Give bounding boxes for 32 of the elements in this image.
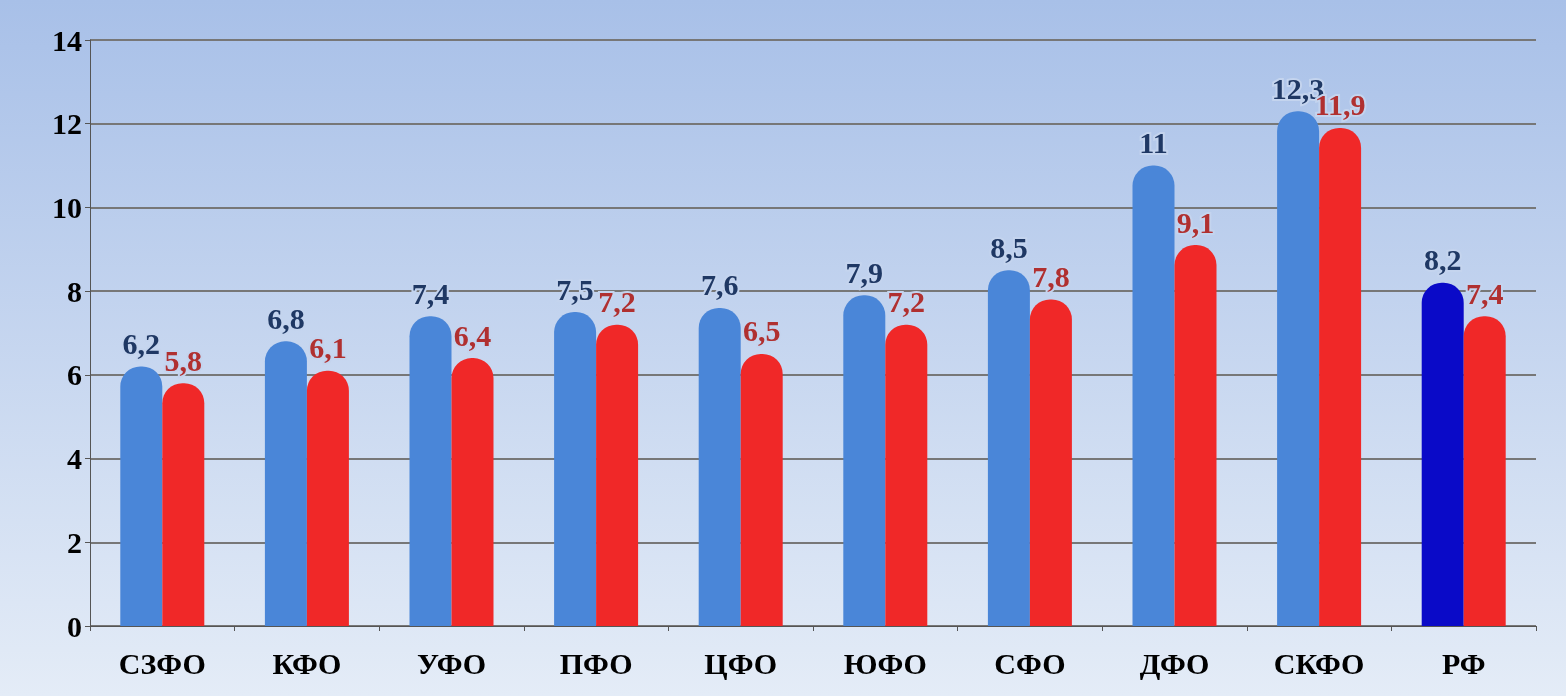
data-label: 8,5 bbox=[990, 230, 1028, 264]
data-label: 7,2 bbox=[887, 285, 926, 319]
y-tick-label: 10 bbox=[52, 190, 82, 224]
y-tick-label: 14 bbox=[52, 23, 82, 57]
data-label: 6,4 bbox=[453, 318, 492, 352]
y-tick-label: 12 bbox=[52, 107, 82, 141]
x-tick-label: УФО bbox=[416, 646, 487, 680]
x-tick-label: СКФО bbox=[1273, 646, 1365, 680]
data-label: 5,8 bbox=[164, 343, 203, 377]
data-label: 8,2 bbox=[1423, 243, 1462, 277]
x-tick-label: ДФО bbox=[1139, 646, 1210, 680]
data-label: 9,1 bbox=[1176, 205, 1215, 239]
x-tick-label: СЗФО bbox=[118, 646, 206, 680]
y-tick-label: 6 bbox=[67, 358, 82, 392]
y-tick-label: 0 bbox=[67, 609, 82, 643]
x-tick-label: КФО bbox=[272, 646, 342, 680]
data-label: 7,2 bbox=[598, 285, 636, 319]
data-label: 11 bbox=[1139, 126, 1168, 160]
y-tick-label: 4 bbox=[67, 442, 82, 476]
x-tick-label: РФ bbox=[1441, 646, 1486, 680]
data-label: 6,1 bbox=[309, 331, 347, 365]
y-tick-label: 2 bbox=[67, 525, 82, 559]
x-tick-label: ПФО bbox=[559, 646, 633, 680]
x-tick-label: ЮФО bbox=[843, 646, 927, 680]
data-label: 7,8 bbox=[1032, 260, 1070, 294]
x-tick-label: СФО bbox=[994, 646, 1066, 680]
y-tick-label: 8 bbox=[67, 274, 82, 308]
data-label: 6,2 bbox=[122, 326, 161, 360]
x-tick-label: ЦФО bbox=[704, 646, 778, 680]
data-label: 6,5 bbox=[742, 314, 781, 348]
data-label: 6,8 bbox=[267, 301, 305, 335]
data-label: 7,9 bbox=[845, 255, 884, 289]
